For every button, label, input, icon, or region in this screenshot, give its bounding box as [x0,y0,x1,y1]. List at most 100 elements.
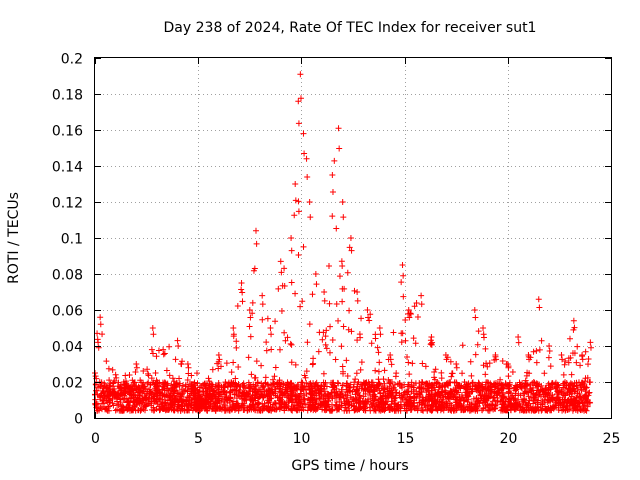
data-point [122,378,129,385]
data-point [278,269,285,276]
data-point [557,400,564,407]
x-tick-label: 20 [500,431,518,447]
data-point [237,389,244,396]
data-point [480,325,487,331]
data-point [267,390,274,397]
data-point [262,379,269,386]
data-point [173,383,180,390]
data-point [586,389,593,396]
data-point [401,389,408,396]
data-point [157,406,164,413]
data-point [215,352,222,358]
data-point [176,382,183,389]
data-point [486,407,493,414]
data-point [94,330,101,337]
data-point [432,366,439,373]
data-point [419,360,426,367]
data-point [281,390,288,397]
data-point [585,361,592,368]
data-point [475,328,482,335]
data-point [161,385,168,392]
data-point [249,392,256,399]
data-point [487,387,494,394]
data-point [316,401,323,408]
data-point [431,369,438,376]
data-point [513,405,520,412]
data-point [574,383,581,390]
data-point [553,383,560,390]
data-point [292,361,299,368]
data-point [553,397,560,404]
data-point [372,367,379,374]
data-point [420,385,427,392]
data-point [105,403,112,410]
data-point [468,400,475,407]
data-point [545,354,552,361]
data-point [270,380,277,387]
data-point [413,300,420,307]
data-point [122,372,129,379]
data-point [278,401,285,408]
data-point [297,71,304,78]
x-tick-label: 10 [293,431,311,447]
data-point [343,380,350,387]
data-point [408,388,415,395]
axis-ticks: 0 0.02 0.04 0.06 0.08 0.1 0.12 0.14 0.16 0.18 0.2 0… [52,52,621,448]
data-point [547,386,554,393]
data-point [246,323,253,330]
data-point [288,380,295,387]
data-point [346,244,353,251]
data-point [144,366,151,373]
data-point [565,355,572,362]
data-point [251,375,258,382]
data-point [475,383,482,390]
data-point [238,286,245,293]
data-point [344,407,351,414]
data-point [428,334,435,340]
data-point [264,315,271,322]
data-point [292,197,299,204]
data-point [340,323,347,330]
plot-frame [94,57,612,419]
data-point [192,386,199,393]
data-point [467,358,474,365]
data-point [429,339,436,346]
data-point [247,333,254,340]
data-point [577,362,584,369]
data-point [338,343,345,350]
data-point [505,382,512,389]
data-point [219,388,226,395]
data-point [529,387,536,394]
data-point [145,370,152,377]
data-point [381,407,388,414]
data-point [434,407,441,414]
data-point [544,399,551,406]
data-point [259,382,266,389]
data-point [422,398,429,405]
data-point [455,382,462,389]
data-point [144,388,151,395]
data-point [395,401,402,408]
data-point [233,344,240,351]
data-point [377,331,384,338]
data-point [532,397,539,404]
data-point [378,405,385,412]
data-point [110,379,117,386]
data-point [153,383,160,390]
data-point [317,402,324,409]
y-tick-label: 0.14 [52,160,83,176]
data-point [464,384,471,391]
data-point [355,399,362,406]
data-point [391,400,398,407]
data-point [116,383,123,390]
data-point [497,394,504,401]
data-point [331,389,338,396]
data-point [315,348,322,355]
data-point [333,399,340,406]
data-point [203,388,210,395]
data-point [533,359,540,366]
data-point [114,406,121,413]
data-point [530,379,537,386]
data-point [499,407,506,414]
data-point [295,208,302,215]
